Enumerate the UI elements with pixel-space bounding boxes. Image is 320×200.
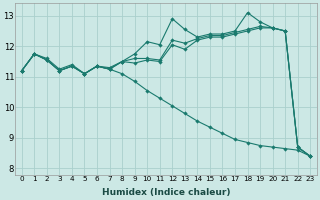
X-axis label: Humidex (Indice chaleur): Humidex (Indice chaleur) bbox=[102, 188, 230, 197]
